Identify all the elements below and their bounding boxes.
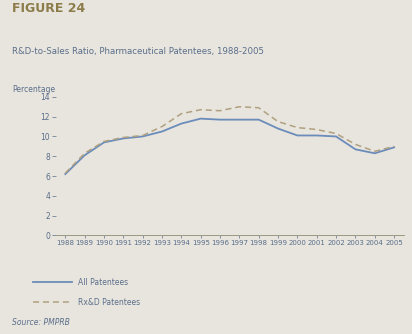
Rx&D Patentees [198,108,203,112]
Rx&D Patentees [159,125,164,129]
Text: R&D-to-Sales Ratio, Pharmaceutical Patentees, 1988-2005: R&D-to-Sales Ratio, Pharmaceutical Paten… [12,47,265,56]
Rx&D Patentees [101,139,106,143]
Rx&D Patentees [372,149,377,153]
Rx&D Patentees [63,171,68,175]
All Patentees [295,134,300,138]
Rx&D Patentees [256,106,261,110]
All Patentees [101,140,106,144]
Rx&D Patentees [82,151,87,155]
Rx&D Patentees [121,136,126,140]
Rx&D Patentees [334,132,339,136]
Rx&D Patentees [295,126,300,130]
Text: All Patentees: All Patentees [78,278,129,287]
Rx&D Patentees [314,128,319,132]
Text: Source: PMPRB: Source: PMPRB [12,318,70,327]
Line: All Patentees: All Patentees [65,119,394,174]
All Patentees [82,153,87,157]
Rx&D Patentees [353,142,358,146]
All Patentees [353,147,358,151]
All Patentees [159,130,164,134]
Rx&D Patentees [179,112,184,116]
All Patentees [63,172,68,176]
Text: Rx&D Patentees: Rx&D Patentees [78,298,140,307]
Line: Rx&D Patentees: Rx&D Patentees [65,107,394,173]
All Patentees [198,117,203,121]
All Patentees [237,118,242,122]
All Patentees [372,151,377,155]
All Patentees [179,122,184,126]
Rx&D Patentees [392,144,397,148]
Rx&D Patentees [140,134,145,138]
All Patentees [256,118,261,122]
All Patentees [314,134,319,138]
Rx&D Patentees [237,105,242,109]
All Patentees [276,127,281,131]
Rx&D Patentees [218,109,222,113]
All Patentees [392,145,397,149]
All Patentees [334,135,339,139]
Text: FIGURE 24: FIGURE 24 [12,2,86,15]
All Patentees [140,135,145,139]
All Patentees [121,136,126,140]
Text: Percentage: Percentage [12,85,56,94]
All Patentees [218,118,222,122]
Rx&D Patentees [276,120,281,124]
